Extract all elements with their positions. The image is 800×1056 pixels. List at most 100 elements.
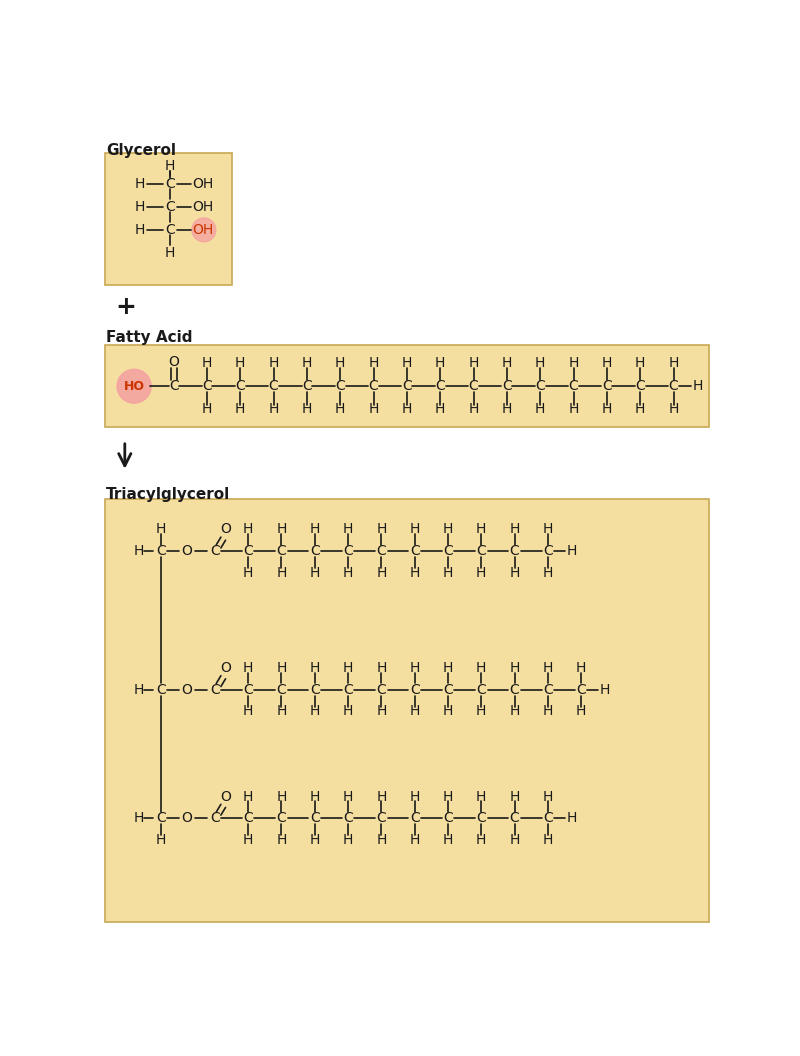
Text: H: H [692,379,702,393]
Text: C: C [243,682,253,697]
Text: C: C [369,379,378,393]
Text: H: H [410,833,420,847]
Text: C: C [165,223,174,237]
Text: Fatty Acid: Fatty Acid [106,329,193,345]
Text: C: C [277,544,286,558]
Circle shape [192,218,216,242]
Text: H: H [310,566,320,580]
Text: C: C [377,811,386,825]
Text: H: H [435,402,446,416]
Text: H: H [542,523,553,536]
Text: C: C [235,379,245,393]
Text: C: C [543,682,553,697]
Text: H: H [442,566,453,580]
Text: H: H [134,811,144,825]
Text: C: C [477,682,486,697]
Text: H: H [243,661,254,675]
Text: C: C [576,682,586,697]
Text: H: H [410,790,420,804]
Text: H: H [476,566,486,580]
Text: +: + [115,295,136,319]
Text: H: H [510,566,520,580]
Text: H: H [566,811,577,825]
Text: H: H [542,661,553,675]
Text: H: H [243,566,254,580]
Text: C: C [243,544,253,558]
Text: H: H [376,523,386,536]
Text: H: H [165,159,175,173]
Text: H: H [343,790,353,804]
Text: O: O [220,661,231,675]
Text: H: H [310,790,320,804]
Text: C: C [302,379,312,393]
Text: H: H [276,833,286,847]
Text: H: H [376,704,386,718]
Text: H: H [269,402,278,416]
Text: H: H [202,402,212,416]
Text: C: C [543,544,553,558]
Text: C: C [156,682,166,697]
Text: C: C [402,379,412,393]
Text: H: H [542,833,553,847]
Text: C: C [443,682,453,697]
Text: H: H [135,200,146,213]
Text: H: H [335,402,346,416]
Text: C: C [156,811,166,825]
Text: H: H [542,566,553,580]
Text: H: H [134,544,144,558]
Text: C: C [277,682,286,697]
Text: H: H [243,704,254,718]
Text: H: H [134,682,144,697]
Text: H: H [243,523,254,536]
Text: H: H [568,402,578,416]
Text: H: H [410,523,420,536]
Text: C: C [277,811,286,825]
Text: H: H [476,790,486,804]
Text: HO: HO [123,380,145,393]
Circle shape [117,370,151,403]
Text: C: C [343,811,353,825]
Text: Glycerol: Glycerol [106,143,176,158]
Text: C: C [510,682,519,697]
Text: H: H [243,790,254,804]
Text: C: C [510,811,519,825]
Text: H: H [376,566,386,580]
Text: H: H [402,356,412,370]
Text: H: H [568,356,578,370]
Text: C: C [343,682,353,697]
Text: H: H [235,402,246,416]
Text: H: H [276,523,286,536]
Text: Triacylglycerol: Triacylglycerol [106,487,230,502]
Text: OH: OH [193,223,214,237]
Text: OH: OH [193,200,214,213]
Text: C: C [569,379,578,393]
Text: H: H [343,566,353,580]
Text: O: O [220,523,231,536]
Text: C: C [435,379,445,393]
Text: H: H [542,704,553,718]
Text: C: C [377,544,386,558]
Text: C: C [210,811,219,825]
Text: C: C [469,379,478,393]
Text: C: C [477,811,486,825]
Text: H: H [235,356,246,370]
Text: H: H [368,402,378,416]
Text: H: H [668,402,678,416]
Text: C: C [156,544,166,558]
Text: H: H [368,356,378,370]
Text: C: C [410,544,419,558]
Text: H: H [135,176,146,191]
Text: H: H [276,790,286,804]
Text: H: H [510,661,520,675]
Text: H: H [376,790,386,804]
Text: H: H [502,402,512,416]
Text: H: H [310,704,320,718]
Text: C: C [477,544,486,558]
Text: C: C [602,379,612,393]
Text: O: O [168,355,179,369]
Text: O: O [182,682,192,697]
Text: C: C [635,379,645,393]
Text: C: C [343,544,353,558]
Text: H: H [635,402,646,416]
Text: H: H [442,704,453,718]
